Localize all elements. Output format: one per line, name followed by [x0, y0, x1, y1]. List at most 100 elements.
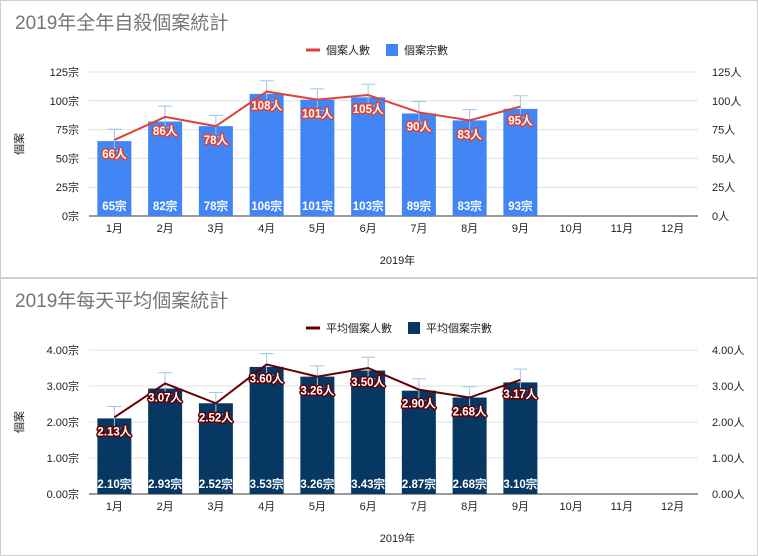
bar — [503, 382, 538, 494]
x-tick-label: 4月 — [258, 501, 275, 513]
bar — [503, 108, 538, 216]
chart-panel-yearly: 2019年全年自殺個案統計 個案人數 個案宗數 0宗 0人 25宗 25人 50宗 50人 75… — [0, 0, 758, 278]
x-tick-label: 2月 — [157, 223, 174, 235]
bar — [452, 120, 487, 216]
y-tick-label-left: 2.00宗 — [47, 415, 79, 429]
bar — [401, 113, 436, 216]
y-tick-label-left: 0.00宗 — [47, 487, 79, 501]
y-tick-label-right: 2.00人 — [712, 416, 744, 429]
chart-yearly-totals: 2019年全年自殺個案統計 個案人數 個案宗數 0宗 0人 25宗 25人 50宗 50人 75… — [12, 12, 741, 267]
bar-data-label: 106宗 — [251, 199, 282, 213]
bar-data-label: 82宗 — [153, 199, 178, 213]
series-line — [113, 363, 521, 419]
legend: 平均個案人數 平均個案宗數 — [306, 321, 492, 335]
line-data-label: 2.90人 — [402, 397, 436, 411]
bar — [198, 403, 233, 494]
bar-data-label: 65宗 — [102, 199, 127, 213]
y-axis-label: 個案 — [12, 411, 26, 433]
x-tick-label: 12月 — [661, 223, 684, 235]
line-data-label: 101人 — [302, 107, 333, 121]
bar — [300, 376, 335, 494]
x-tick-label: 12月 — [661, 501, 684, 513]
x-tick-label: 8月 — [461, 223, 478, 235]
legend-label-line: 個案人數 — [326, 43, 370, 57]
y-tick-label-right: 4.00人 — [712, 344, 744, 357]
y-tick-label-right: 0.00人 — [712, 488, 744, 501]
x-tick-label: 11月 — [611, 223, 633, 235]
y-axis-label: 個案 — [12, 133, 26, 155]
line-data-label: 3.07人 — [148, 390, 182, 404]
bar — [148, 121, 183, 216]
legend-label-line: 平均個案人數 — [326, 321, 392, 335]
x-tick-label: 1月 — [106, 223, 123, 235]
x-tick-label: 9月 — [512, 501, 529, 513]
bar-data-label: 78宗 — [204, 199, 229, 213]
x-tick-label: 3月 — [207, 223, 224, 235]
bar-data-label: 101宗 — [302, 199, 333, 213]
line-data-label: 95人 — [508, 114, 533, 128]
x-tick-label: 10月 — [560, 501, 583, 513]
x-tick-label: 5月 — [309, 501, 326, 513]
y-tick-label-right: 100人 — [712, 95, 741, 108]
y-tick-label-right: 50人 — [712, 152, 735, 165]
chart-title: 2019年每天平均個案統計 — [15, 290, 228, 312]
bar — [351, 370, 386, 494]
x-tick-label: 9月 — [512, 223, 529, 235]
y-tick-label-left: 75宗 — [56, 123, 79, 137]
line-data-label: 66人 — [102, 147, 127, 161]
legend: 個案人數 個案宗數 — [306, 43, 448, 57]
x-tick-label: 2月 — [157, 501, 174, 513]
bar-data-label: 83宗 — [457, 199, 482, 213]
line-data-label: 108人 — [251, 99, 282, 113]
y-tick-label-left: 1.00宗 — [47, 451, 79, 465]
line-data-label: 2.52人 — [199, 410, 233, 424]
line-data-label: 3.60人 — [250, 371, 284, 385]
bar-data-label: 2.87宗 — [402, 477, 436, 491]
y-tick-label-left: 0宗 — [62, 209, 79, 223]
line-data-label: 3.26人 — [300, 384, 334, 398]
x-tick-label: 11月 — [611, 501, 633, 513]
x-tick-label: 3月 — [207, 501, 224, 513]
y-tick-label-right: 125人 — [712, 66, 741, 79]
x-tick-label: 6月 — [360, 223, 377, 235]
bar — [452, 397, 487, 494]
y-tick-label-right: 0人 — [712, 210, 729, 223]
y-tick-label-right: 1.00人 — [712, 452, 744, 465]
line-data-label: 2.13人 — [97, 424, 131, 438]
x-tick-label: 10月 — [560, 223, 583, 235]
x-tick-label: 5月 — [309, 223, 326, 235]
bar-data-label: 93宗 — [508, 199, 533, 213]
bar-data-label: 2.93宗 — [148, 477, 182, 491]
bar-data-label: 3.53宗 — [250, 477, 284, 491]
line-data-label: 3.17人 — [503, 387, 537, 401]
legend-label-bar: 平均個案宗數 — [426, 321, 492, 335]
line-data-label: 83人 — [457, 127, 482, 141]
x-tick-label: 7月 — [410, 501, 427, 513]
bar-data-label: 2.68宗 — [453, 477, 487, 491]
bar — [401, 390, 436, 494]
legend-bar-swatch — [386, 44, 398, 56]
bar-data-label: 103宗 — [353, 199, 384, 213]
y-tick-label-left: 100宗 — [50, 94, 79, 108]
bar — [249, 366, 284, 494]
bar — [351, 97, 386, 216]
bar-data-label: 3.26宗 — [300, 477, 334, 491]
x-tick-label: 4月 — [258, 223, 275, 235]
bar — [300, 99, 335, 216]
y-tick-label-right: 3.00人 — [712, 380, 744, 393]
chart-title: 2019年全年自殺個案統計 — [15, 12, 228, 34]
y-tick-label-left: 4.00宗 — [47, 343, 79, 357]
y-tick-label-left: 3.00宗 — [47, 379, 79, 393]
x-tick-label: 1月 — [106, 501, 123, 513]
bar-data-label: 3.43宗 — [351, 477, 385, 491]
line-data-label: 86人 — [153, 124, 178, 138]
y-tick-label-left: 25宗 — [56, 180, 79, 194]
line-data-label: 78人 — [204, 133, 229, 147]
bar-data-label: 2.10宗 — [97, 477, 131, 491]
y-tick-label-left: 125宗 — [50, 65, 79, 79]
bar — [97, 418, 132, 494]
chart-panel-daily-average: 2019年每天平均個案統計 平均個案人數 平均個案宗數 0.00宗 0.00人 1.00… — [0, 278, 758, 556]
bar-data-label: 2.52宗 — [199, 477, 233, 491]
x-axis-label: 2019年 — [380, 531, 415, 545]
line-data-label: 90人 — [407, 119, 432, 133]
